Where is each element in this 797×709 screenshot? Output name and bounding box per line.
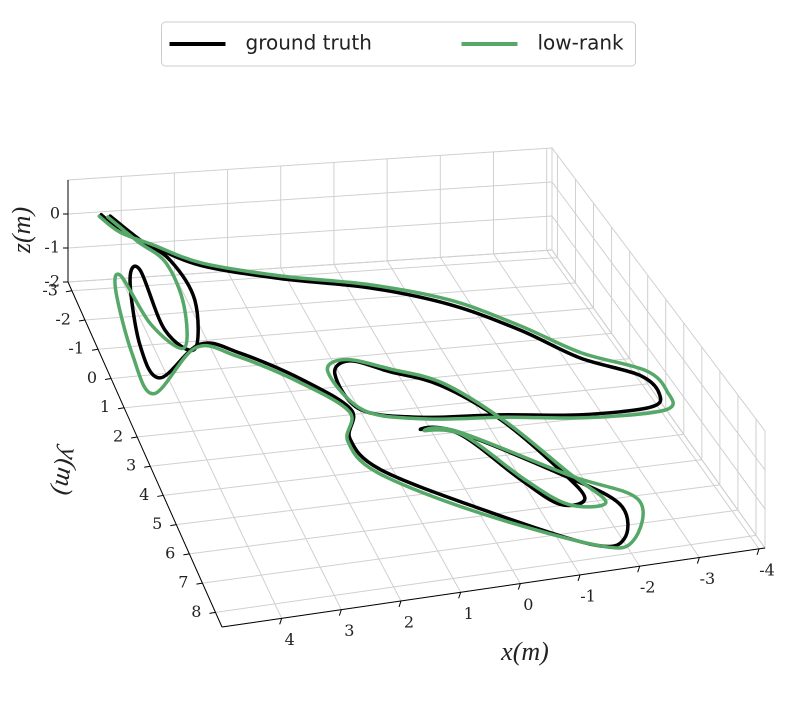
tick-mark bbox=[338, 609, 342, 616]
x-tick-label: 0 bbox=[523, 595, 533, 614]
grid-line bbox=[71, 257, 558, 292]
x-tick-label: 1 bbox=[464, 604, 474, 623]
y-tick-label: -2 bbox=[55, 310, 71, 329]
tick-mark bbox=[78, 319, 86, 322]
grid-line bbox=[280, 267, 462, 593]
tick-mark bbox=[458, 592, 462, 599]
grid-line bbox=[333, 264, 521, 584]
x-axis-line bbox=[221, 547, 766, 628]
tick-mark bbox=[196, 582, 203, 585]
grid-line bbox=[67, 181, 553, 215]
grid-line bbox=[97, 307, 594, 350]
x-axis-label: x(m) bbox=[500, 637, 549, 666]
y-tick-label: -3 bbox=[42, 280, 58, 299]
tick-mark bbox=[577, 574, 581, 582]
tick-mark bbox=[209, 611, 216, 614]
tick-mark bbox=[118, 407, 125, 410]
tick-mark bbox=[131, 436, 138, 439]
y-tick-label: 2 bbox=[113, 426, 123, 445]
legend-label: ground truth bbox=[246, 31, 372, 55]
trajectory-line bbox=[97, 214, 675, 550]
x-tick-label: -4 bbox=[759, 560, 775, 579]
y-axis-label: y(m) bbox=[48, 443, 85, 498]
y-tick-label: 0 bbox=[87, 368, 97, 387]
grid-line bbox=[546, 250, 760, 550]
grid-line bbox=[551, 249, 766, 549]
tick-mark bbox=[104, 377, 112, 380]
x-tick-label: -2 bbox=[640, 578, 656, 597]
tick-mark bbox=[170, 524, 177, 527]
grid-line bbox=[215, 534, 757, 613]
z-tick-label: -1 bbox=[44, 238, 60, 257]
grid-line bbox=[120, 278, 283, 619]
legend-box bbox=[161, 21, 636, 67]
y-tick-label: 3 bbox=[126, 456, 136, 475]
legend-label: low-rank bbox=[538, 31, 625, 55]
y-tick-label: 6 bbox=[165, 543, 175, 562]
tick-mark bbox=[144, 465, 151, 468]
grid-line bbox=[137, 383, 648, 438]
y-axis-line bbox=[67, 281, 223, 628]
z-tick-label: -2 bbox=[44, 272, 60, 291]
tick-mark bbox=[637, 566, 641, 573]
grid-line bbox=[173, 274, 342, 610]
legend: ground truth low-rank bbox=[161, 21, 636, 67]
grid-line bbox=[163, 433, 684, 496]
x-tick-label: -3 bbox=[700, 569, 716, 588]
z-axis-label: z(m) bbox=[7, 207, 36, 254]
tick-mark bbox=[696, 557, 700, 564]
grid bbox=[67, 146, 766, 628]
y-tick-label: 5 bbox=[152, 514, 162, 533]
tick-mark bbox=[65, 290, 72, 293]
grid-line bbox=[551, 215, 766, 510]
y-tick-label: 1 bbox=[100, 397, 110, 416]
tick-mark bbox=[157, 494, 164, 497]
z-tick-label: 0 bbox=[50, 204, 60, 223]
grid-line bbox=[227, 271, 402, 602]
grid-line bbox=[551, 181, 766, 471]
grid-line bbox=[84, 282, 576, 321]
grid-line bbox=[202, 509, 738, 584]
tick-mark bbox=[398, 600, 402, 608]
tick-mark bbox=[756, 548, 760, 556]
tick-mark bbox=[279, 618, 283, 625]
trajectory-line bbox=[99, 212, 663, 549]
tick-mark bbox=[183, 553, 190, 556]
y-tick-label: 8 bbox=[191, 602, 201, 621]
tick-mark bbox=[91, 348, 99, 351]
grid-line bbox=[67, 249, 553, 283]
grid-line bbox=[124, 358, 630, 409]
y-tick-label: -1 bbox=[68, 339, 84, 358]
y-tick-label: 4 bbox=[139, 485, 149, 504]
grid-line bbox=[493, 253, 700, 558]
grid-line bbox=[111, 332, 612, 379]
x-tick-label: 4 bbox=[285, 630, 295, 649]
x-tick-label: -1 bbox=[580, 586, 596, 605]
y-tick-label: 7 bbox=[178, 573, 188, 592]
trajectories bbox=[97, 212, 675, 550]
x-tick-label: 2 bbox=[404, 612, 414, 631]
tick-mark bbox=[517, 583, 521, 590]
x-tick-label: 3 bbox=[344, 621, 354, 640]
